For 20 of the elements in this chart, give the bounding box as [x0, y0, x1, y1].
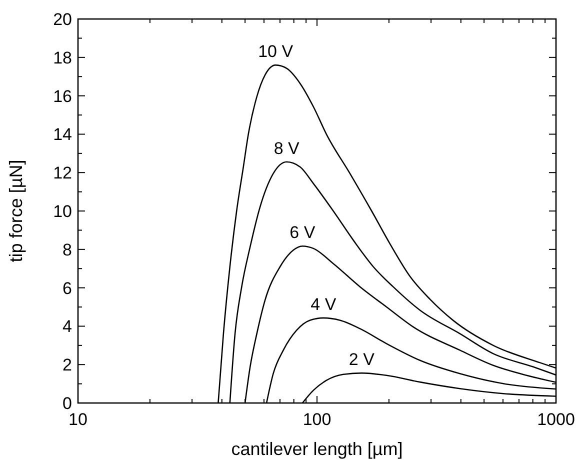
y-tick-label: 18	[53, 48, 72, 68]
x-tick-label: 100	[302, 410, 332, 429]
series-label: 2 V	[348, 350, 376, 370]
x-axis-title: cantilever length [µm]	[231, 439, 403, 459]
x-tick-label: 1000	[537, 410, 575, 429]
y-tick-label: 12	[53, 164, 72, 183]
y-tick-label: 16	[53, 86, 72, 106]
legend-label: 10 V	[258, 42, 294, 62]
y-tick-label: 8	[62, 240, 72, 260]
y-tick-label: 4	[62, 317, 72, 336]
series-label: 6 V	[290, 223, 316, 242]
y-tick-label: 14	[53, 125, 72, 144]
y-axis-title: tip force [µN]	[6, 160, 26, 262]
y-tick-label: 20	[53, 10, 72, 29]
y-tick-label: 0	[62, 394, 72, 413]
series-label: 8 V	[274, 138, 300, 158]
y-tick-label: 2	[62, 356, 72, 375]
series-label: 4 V	[310, 294, 337, 314]
y-tick-label: 6	[62, 278, 72, 298]
y-tick-label: 10	[53, 202, 72, 221]
